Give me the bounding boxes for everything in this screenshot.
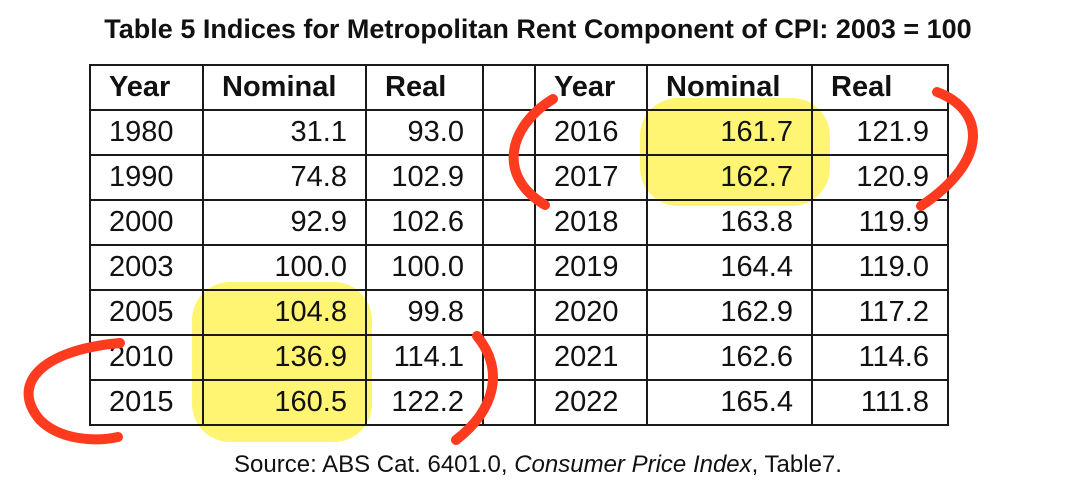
cell-nominal: 161.7 [646, 109, 813, 156]
table-row: 2005 104.8 99.8 2020 162.9 117.2 [89, 289, 949, 336]
spacer-cell [482, 334, 536, 381]
cell-year: 2010 [89, 334, 204, 381]
cell-nominal: 74.8 [202, 154, 367, 201]
cell-nominal: 136.9 [202, 334, 367, 381]
header-real: Real [365, 64, 484, 111]
cell-nominal: 104.8 [202, 289, 367, 336]
cell-year: 2003 [89, 244, 204, 291]
rent-index-table: Year Nominal Real Year Nominal Real 1980… [89, 64, 949, 426]
table-row: 1980 31.1 93.0 2016 161.7 121.9 [89, 109, 949, 156]
spacer-cell [482, 154, 536, 201]
spacer-cell [482, 244, 536, 291]
cell-real: 119.9 [811, 199, 949, 246]
source-suffix: , Table7. [751, 451, 842, 478]
cell-real: 119.0 [811, 244, 949, 291]
table-row: 2003 100.0 100.0 2019 164.4 119.0 [89, 244, 949, 291]
table-title: Table 5 Indices for Metropolitan Rent Co… [104, 14, 972, 44]
cell-nominal: 31.1 [202, 109, 367, 156]
cell-year: 2000 [89, 199, 204, 246]
spacer-cell [482, 289, 536, 336]
header-nominal: Nominal [202, 64, 367, 111]
table-row: 2000 92.9 102.6 2018 163.8 119.9 [89, 199, 949, 246]
cell-nominal: 162.7 [646, 154, 813, 201]
cell-real: 102.9 [365, 154, 484, 201]
header-year: Year [89, 64, 204, 111]
spacer-cell [482, 109, 536, 156]
header-real: Real [811, 64, 949, 111]
header-row: Year Nominal Real Year Nominal Real [89, 64, 949, 111]
cell-real: 93.0 [365, 109, 484, 156]
cell-real: 114.6 [811, 334, 949, 381]
cell-year: 1990 [89, 154, 204, 201]
cell-nominal: 164.4 [646, 244, 813, 291]
source-prefix: Source: ABS Cat. 6401.0, [234, 451, 515, 478]
cell-real: 100.0 [365, 244, 484, 291]
header-nominal: Nominal [646, 64, 813, 111]
source-note: Source: ABS Cat. 6401.0, Consumer Price … [0, 451, 1076, 479]
source-publication: Consumer Price Index [514, 451, 752, 478]
spacer-cell [482, 379, 536, 426]
cell-nominal: 162.9 [646, 289, 813, 336]
table-row: 2015 160.5 122.2 2022 165.4 111.8 [89, 379, 949, 426]
cell-nominal: 163.8 [646, 199, 813, 246]
cell-year: 2005 [89, 289, 204, 336]
cell-year: 2018 [534, 199, 648, 246]
cell-year: 2015 [89, 379, 204, 426]
header-year: Year [534, 64, 648, 111]
cell-real: 122.2 [365, 379, 484, 426]
cell-nominal: 160.5 [202, 379, 367, 426]
cell-nominal: 162.6 [646, 334, 813, 381]
cell-real: 121.9 [811, 109, 949, 156]
cell-year: 2022 [534, 379, 648, 426]
cell-nominal: 100.0 [202, 244, 367, 291]
spacer-cell [482, 199, 536, 246]
spacer-cell [482, 64, 536, 111]
cell-year: 1980 [89, 109, 204, 156]
cell-year: 2019 [534, 244, 648, 291]
cell-nominal: 165.4 [646, 379, 813, 426]
cell-year: 2021 [534, 334, 648, 381]
cell-nominal: 92.9 [202, 199, 367, 246]
table-row: 2010 136.9 114.1 2021 162.6 114.6 [89, 334, 949, 381]
cell-year: 2016 [534, 109, 648, 156]
table-row: 1990 74.8 102.9 2017 162.7 120.9 [89, 154, 949, 201]
cell-year: 2017 [534, 154, 648, 201]
cell-real: 114.1 [365, 334, 484, 381]
cell-year: 2020 [534, 289, 648, 336]
cell-real: 102.6 [365, 199, 484, 246]
cell-real: 120.9 [811, 154, 949, 201]
cell-real: 99.8 [365, 289, 484, 336]
cell-real: 111.8 [811, 379, 949, 426]
cell-real: 117.2 [811, 289, 949, 336]
